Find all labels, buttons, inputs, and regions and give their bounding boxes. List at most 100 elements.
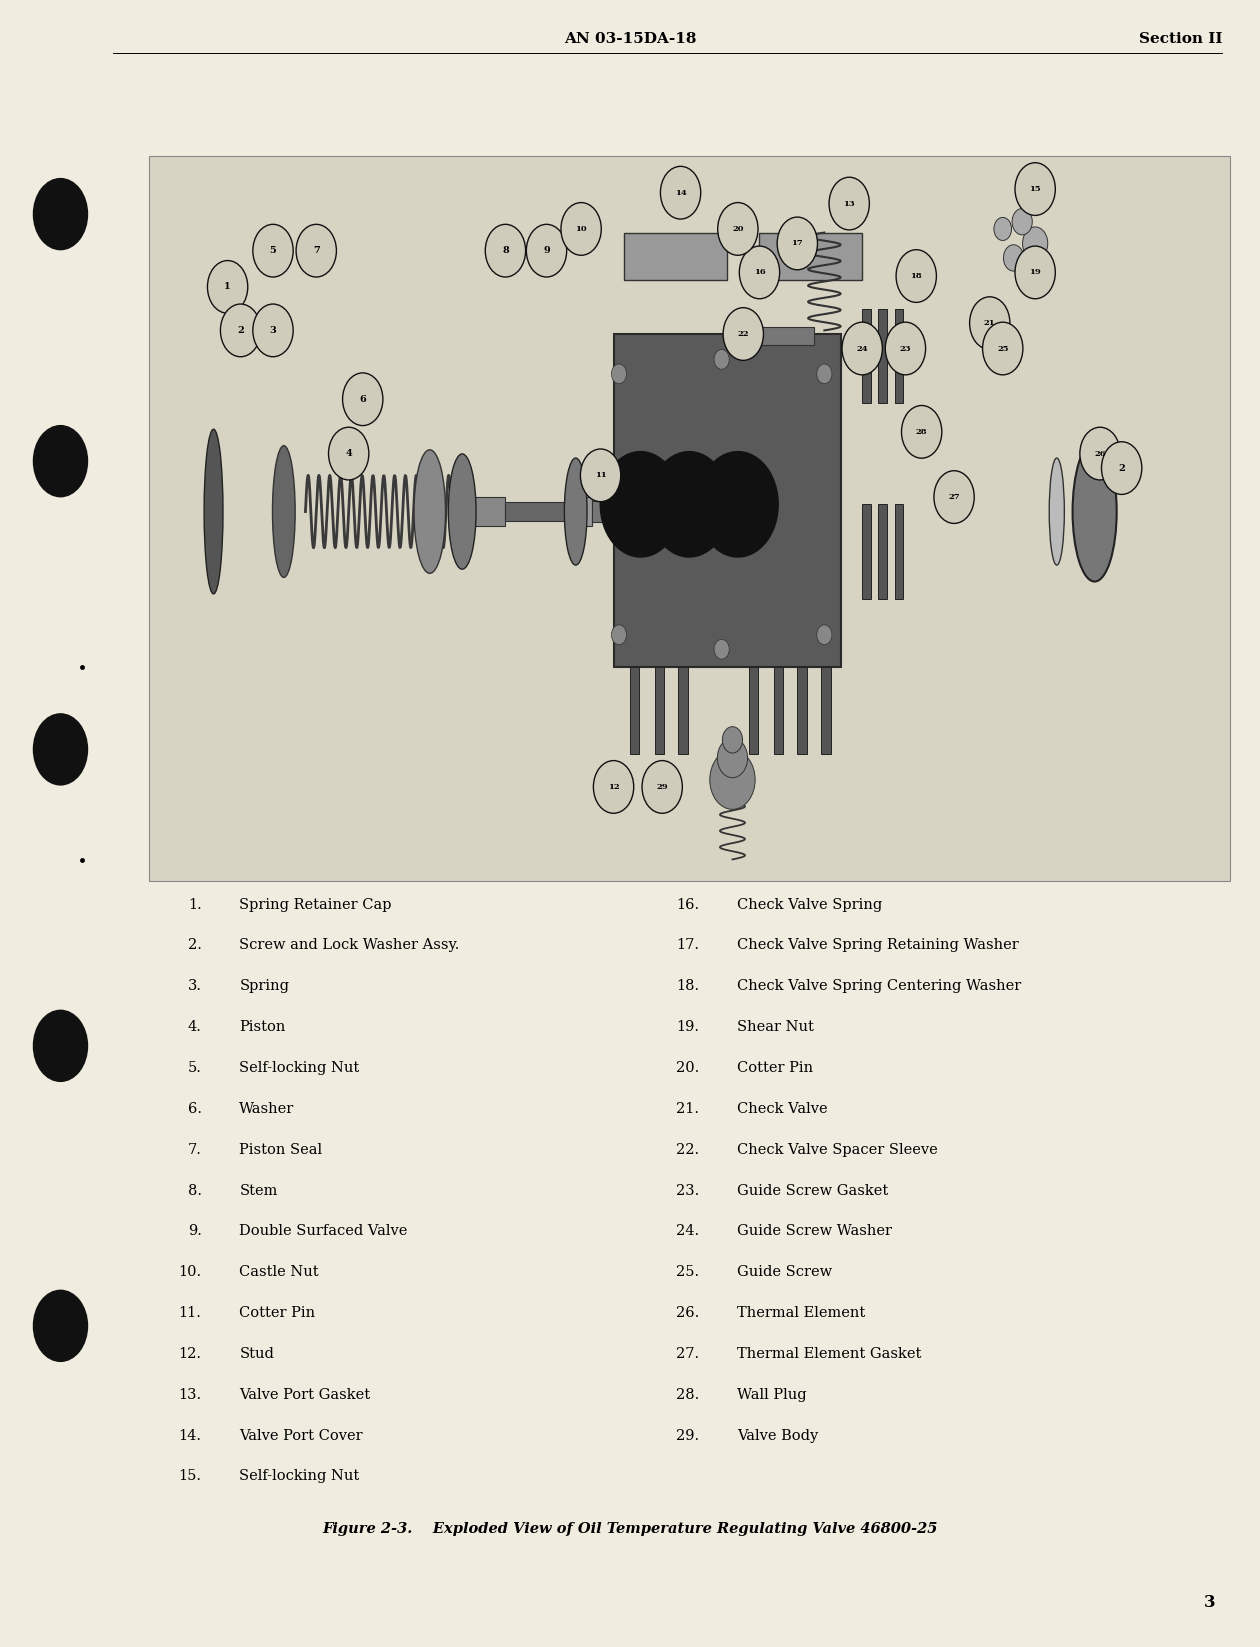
Circle shape xyxy=(718,203,759,255)
Circle shape xyxy=(253,305,294,357)
Circle shape xyxy=(343,372,383,425)
Text: 2: 2 xyxy=(1119,463,1125,473)
Text: 25.: 25. xyxy=(677,1265,699,1280)
Circle shape xyxy=(842,323,882,376)
Text: 6.: 6. xyxy=(188,1102,202,1117)
Text: Check Valve: Check Valve xyxy=(737,1102,828,1117)
Circle shape xyxy=(717,738,747,777)
Text: 3: 3 xyxy=(1205,1594,1216,1611)
Circle shape xyxy=(485,224,525,277)
Bar xyxy=(748,326,814,344)
Circle shape xyxy=(983,323,1023,376)
Text: 14.: 14. xyxy=(179,1428,202,1443)
Bar xyxy=(895,308,903,404)
Text: 13: 13 xyxy=(843,199,856,208)
Text: Guide Screw Washer: Guide Screw Washer xyxy=(737,1224,892,1239)
Ellipse shape xyxy=(272,446,295,578)
Text: Double Surfaced Valve: Double Surfaced Valve xyxy=(239,1224,408,1239)
Bar xyxy=(614,334,840,667)
Bar xyxy=(774,667,784,754)
Text: Wall Plug: Wall Plug xyxy=(737,1388,806,1402)
Ellipse shape xyxy=(415,450,446,573)
Text: Valve Port Cover: Valve Port Cover xyxy=(239,1428,363,1443)
Text: 19.: 19. xyxy=(677,1019,699,1034)
Text: 8: 8 xyxy=(501,245,509,255)
Bar xyxy=(878,308,887,404)
Text: 17: 17 xyxy=(791,239,803,247)
Text: 23: 23 xyxy=(900,344,911,352)
Circle shape xyxy=(709,749,755,809)
Text: 24.: 24. xyxy=(677,1224,699,1239)
Text: 9.: 9. xyxy=(188,1224,202,1239)
Ellipse shape xyxy=(204,430,223,595)
Bar xyxy=(472,497,505,525)
Text: Self-locking Nut: Self-locking Nut xyxy=(239,1061,359,1075)
Circle shape xyxy=(1012,209,1032,236)
Text: 3: 3 xyxy=(270,326,276,334)
Text: Castle Nut: Castle Nut xyxy=(239,1265,319,1280)
Circle shape xyxy=(777,217,818,270)
Bar xyxy=(798,667,808,754)
Text: Section II: Section II xyxy=(1139,31,1222,46)
Text: 11: 11 xyxy=(595,471,606,479)
Text: 21: 21 xyxy=(984,320,995,328)
Text: Guide Screw Gasket: Guide Screw Gasket xyxy=(737,1184,888,1197)
Text: 16: 16 xyxy=(753,268,765,277)
Circle shape xyxy=(296,224,336,277)
Bar xyxy=(862,308,871,404)
Bar xyxy=(878,504,887,598)
Circle shape xyxy=(33,178,88,250)
Text: Self-locking Nut: Self-locking Nut xyxy=(239,1469,359,1484)
Text: Spring: Spring xyxy=(239,980,290,993)
Text: 29: 29 xyxy=(656,782,668,791)
Circle shape xyxy=(970,296,1011,349)
Circle shape xyxy=(1016,163,1056,216)
Text: 26: 26 xyxy=(1094,450,1106,458)
Text: 11.: 11. xyxy=(179,1306,202,1321)
Circle shape xyxy=(660,166,701,219)
Circle shape xyxy=(561,203,601,255)
Circle shape xyxy=(33,1290,88,1362)
Circle shape xyxy=(829,178,869,231)
Text: AN 03-15DA-18: AN 03-15DA-18 xyxy=(563,31,697,46)
Circle shape xyxy=(722,726,742,753)
Circle shape xyxy=(611,624,626,644)
Circle shape xyxy=(527,224,567,277)
Circle shape xyxy=(1080,427,1120,479)
Text: 27: 27 xyxy=(949,492,960,501)
Text: 20.: 20. xyxy=(677,1061,699,1075)
Text: 23.: 23. xyxy=(677,1184,699,1197)
Bar xyxy=(630,667,640,754)
Ellipse shape xyxy=(449,455,476,570)
Text: 28.: 28. xyxy=(677,1388,699,1402)
Ellipse shape xyxy=(564,458,587,565)
Text: 10.: 10. xyxy=(179,1265,202,1280)
Text: Piston: Piston xyxy=(239,1019,286,1034)
Text: Thermal Element Gasket: Thermal Element Gasket xyxy=(737,1347,921,1360)
Bar xyxy=(655,667,664,754)
Text: 12: 12 xyxy=(607,782,620,791)
Bar xyxy=(862,504,871,598)
Ellipse shape xyxy=(1050,458,1065,565)
Text: 28: 28 xyxy=(916,428,927,436)
Text: 7.: 7. xyxy=(188,1143,202,1156)
Circle shape xyxy=(901,405,941,458)
Text: Thermal Element: Thermal Element xyxy=(737,1306,866,1321)
Text: 4.: 4. xyxy=(188,1019,202,1034)
Circle shape xyxy=(329,427,369,479)
Text: 14: 14 xyxy=(674,189,687,196)
Circle shape xyxy=(698,451,779,557)
Text: Valve Port Gasket: Valve Port Gasket xyxy=(239,1388,370,1402)
Text: 22.: 22. xyxy=(677,1143,699,1156)
Circle shape xyxy=(896,250,936,303)
Text: 21.: 21. xyxy=(677,1102,699,1117)
Bar xyxy=(748,667,759,754)
Text: 15: 15 xyxy=(1029,184,1041,193)
Text: Guide Screw: Guide Screw xyxy=(737,1265,832,1280)
Text: Shear Nut: Shear Nut xyxy=(737,1019,814,1034)
Ellipse shape xyxy=(1072,441,1116,581)
Text: 24: 24 xyxy=(857,344,868,352)
Bar xyxy=(625,232,727,280)
Text: 1: 1 xyxy=(224,282,231,292)
Text: 5: 5 xyxy=(270,245,276,255)
